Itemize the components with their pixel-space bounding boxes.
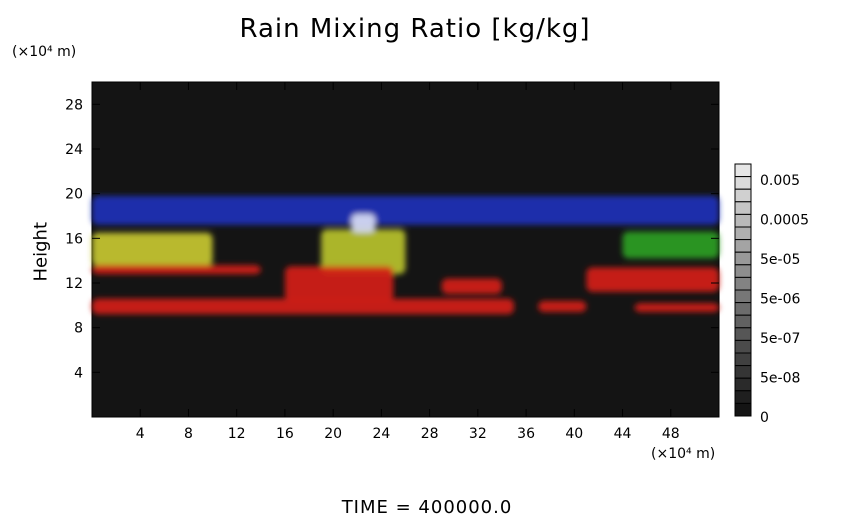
colorbar-step	[734, 339, 752, 354]
colorbar-step	[734, 390, 752, 404]
colorbar-step	[734, 314, 752, 329]
x-tick-label: 16	[276, 426, 294, 442]
y-tick-label: 4	[74, 365, 83, 381]
rain-feature-4	[92, 298, 515, 315]
colorbar-step	[734, 226, 752, 241]
y-tick-label: 12	[65, 276, 83, 292]
rain-feature-6	[92, 265, 261, 275]
rain-feature-5	[284, 266, 394, 301]
x-tick-label: 32	[469, 426, 487, 442]
colorbar: 0.005 0.0005 5e-05 5e-06 5e-07 5e-08 0	[734, 163, 809, 426]
x-tick-label: 40	[565, 426, 583, 442]
rain-field	[92, 195, 719, 315]
y-tick-label: 20	[65, 187, 83, 203]
x-tick-label: 36	[517, 426, 535, 442]
colorbar-label: 0	[760, 410, 769, 426]
x-tick-label: 28	[421, 426, 439, 442]
rain-feature-9	[538, 300, 587, 313]
colorbar-label: 0.0005	[760, 213, 809, 229]
y-tick-label: 24	[65, 142, 83, 158]
colorbar-step	[734, 289, 752, 304]
colorbar-step	[734, 163, 752, 178]
colorbar-step	[734, 365, 752, 379]
x-tick-label: 44	[614, 426, 632, 442]
colorbar-step	[734, 176, 752, 190]
colorbar-step	[734, 251, 752, 266]
colorbar-step	[734, 302, 752, 316]
colorbar-step	[734, 352, 752, 367]
rain-feature-2	[321, 229, 406, 275]
colorbar-label: 5e-06	[760, 292, 800, 308]
colorbar-label: 5e-07	[760, 331, 800, 347]
colorbar-label: 0.005	[760, 173, 800, 189]
colorbar-step	[734, 276, 752, 291]
rain-feature-10	[634, 303, 719, 313]
y-tick-label: 28	[65, 97, 83, 113]
rain-feature-11	[441, 278, 502, 295]
colorbar-step	[734, 327, 752, 341]
rain-feature-0	[92, 195, 719, 225]
x-tick-label: 24	[372, 426, 390, 442]
colorbar-step	[734, 213, 752, 228]
rain-feature-8	[586, 267, 719, 292]
colorbar-step	[734, 377, 752, 392]
rain-feature-7	[622, 231, 719, 259]
y-tick-label: 8	[74, 321, 83, 337]
x-tick-label: 4	[136, 426, 145, 442]
colorbar-step	[734, 201, 752, 215]
colorbar-step	[734, 402, 752, 417]
time-label: TIME = 400000.0	[341, 497, 513, 518]
colorbar-step	[734, 239, 752, 253]
x-tick-label: 48	[662, 426, 680, 442]
colorbar-step	[734, 264, 752, 278]
colorbar-label: 5e-08	[760, 371, 800, 387]
rain-feature-3	[351, 213, 376, 233]
y-axis-unit: (×10⁴ m)	[12, 44, 77, 60]
y-tick-label: 16	[65, 231, 83, 247]
chart-title: Rain Mixing Ratio [kg/kg]	[239, 14, 591, 44]
x-tick-label: 8	[184, 426, 193, 442]
colorbar-step	[734, 188, 752, 203]
x-axis-unit: (×10⁴ m)	[651, 446, 716, 462]
x-tick-label: 20	[324, 426, 342, 442]
x-tick-label: 12	[228, 426, 246, 442]
colorbar-label: 5e-05	[760, 252, 800, 268]
rain-feature-1	[92, 232, 213, 267]
